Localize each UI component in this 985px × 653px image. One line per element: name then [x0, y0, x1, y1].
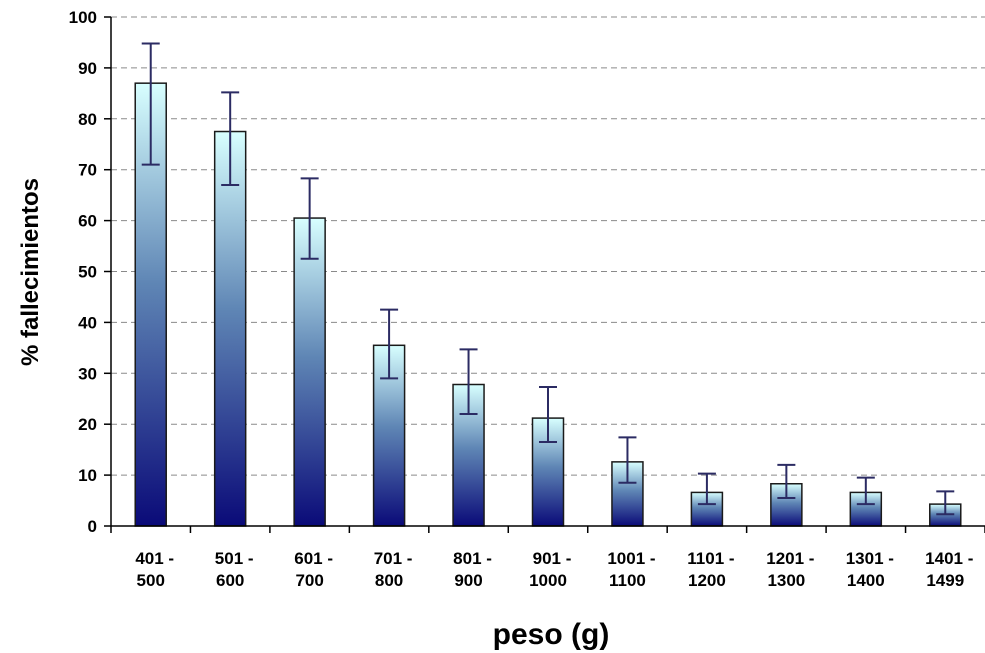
x-tick-label-line: 1100 — [609, 571, 646, 590]
x-tick-label-line: 1200 — [688, 571, 726, 590]
grid-lines — [111, 16, 985, 476]
error-bar — [300, 177, 319, 260]
y-tick-label: 100 — [69, 8, 97, 27]
y-tick-label: 20 — [78, 415, 97, 434]
x-tick-label-line: 800 — [375, 571, 403, 590]
error-bar — [936, 490, 955, 516]
x-tick-label-line: 501 - — [215, 549, 254, 568]
y-tick-label: 50 — [78, 263, 97, 282]
x-tick-label: 501 - 600 — [215, 549, 254, 590]
error-bar — [380, 308, 399, 380]
x-axis-label: peso (g) — [493, 618, 610, 651]
x-tick-label-line: 500 — [137, 571, 165, 590]
x-tick-label-line: 601 - — [294, 549, 333, 568]
x-tick-label-line: 1499 — [926, 571, 964, 590]
y-tick-label: 40 — [78, 313, 97, 332]
x-tick-label-line: 701 - — [374, 549, 413, 568]
x-tick-label-line: 600 — [216, 571, 244, 590]
x-tick-label-line: 1001 - — [607, 549, 655, 568]
x-tick-label-line: 401 - — [135, 549, 174, 568]
error-bar — [221, 91, 240, 186]
x-tick-label: 401 - 500 — [135, 549, 174, 590]
y-tick-label: 60 — [78, 212, 97, 231]
error-bar — [777, 463, 796, 500]
y-axis-label: % fallecimientos — [17, 178, 44, 366]
x-tick-label-line: 901 - — [533, 549, 572, 568]
x-tick-label-line: 801 - — [453, 549, 492, 568]
error-bar — [697, 472, 716, 506]
x-tick-label-line: 900 — [454, 571, 482, 590]
x-tick-label-line: 1301 - — [846, 549, 894, 568]
x-tick-label: 1201 - 1300 — [766, 549, 814, 590]
x-tick-label: 701 - 800 — [374, 549, 413, 590]
bars — [134, 82, 962, 527]
x-tick-label-line: 1201 - — [766, 549, 814, 568]
error-bar — [459, 348, 478, 416]
x-tick-label: 801 - 900 — [453, 549, 492, 590]
axes — [104, 16, 985, 533]
bar — [213, 130, 247, 527]
error-bar — [856, 476, 875, 506]
x-tick-label-line: 1400 — [847, 571, 885, 590]
y-tick-label: 90 — [78, 59, 97, 78]
x-tick-label-line: 1000 — [529, 571, 567, 590]
error-bars — [141, 42, 955, 516]
error-bar — [141, 42, 160, 166]
error-bar — [539, 386, 557, 444]
error-bar — [618, 436, 637, 484]
y-tick-label: 0 — [88, 517, 97, 536]
bar — [293, 217, 326, 527]
x-tick-label: 901 - 1000 — [529, 549, 571, 590]
x-tick-label: 1401 - 1499 — [925, 549, 973, 590]
x-tick-label: 1301 - 1400 — [846, 549, 894, 590]
y-tick-label: 70 — [78, 161, 97, 180]
x-tick-label-line: 1401 - — [925, 549, 973, 568]
x-tick-label: 1001 - 1100 — [607, 549, 655, 590]
y-tick-label: 80 — [78, 110, 97, 129]
x-tick-label-line: 700 — [295, 571, 323, 590]
y-tick-label: 10 — [78, 466, 97, 485]
x-tick-label: 601 - 700 — [294, 549, 333, 590]
x-tick-label-line: 1300 — [767, 571, 805, 590]
x-tick-label-line: 1101 - — [687, 549, 734, 568]
tick-labels: 0 10 20 30 40 50 60 70 80 90 100 401 - 500 501 - 600 60… — [69, 8, 974, 590]
x-tick-label: 1101 - 1200 — [687, 549, 734, 590]
y-tick-label: 30 — [78, 364, 97, 383]
